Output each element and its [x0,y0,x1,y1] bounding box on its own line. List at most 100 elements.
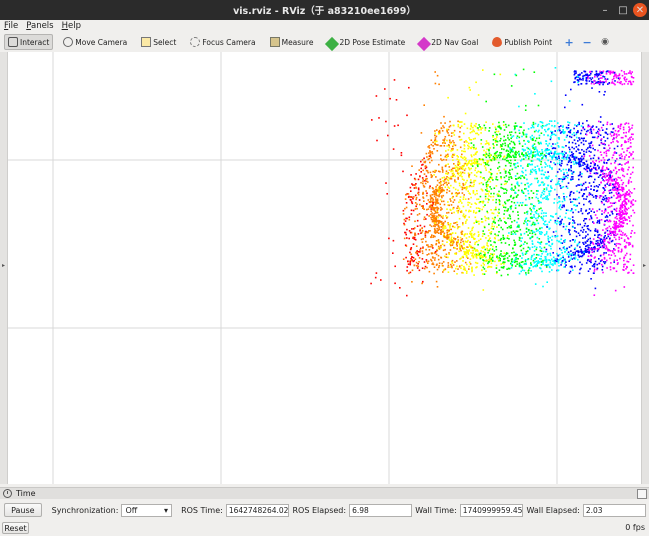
point [487,218,490,220]
point [547,237,549,240]
point [557,145,560,147]
point [625,241,628,244]
point [436,194,438,197]
point [422,246,424,249]
point [632,133,634,136]
wall-elapsed-field[interactable]: 2.03 [582,503,646,517]
point [551,147,554,150]
point [613,162,616,164]
point [498,203,501,206]
point [576,198,578,201]
point [495,130,498,133]
minimize-icon[interactable]: – [602,4,608,16]
point [478,210,480,213]
point [562,125,564,127]
publish-point-tool[interactable]: Publish Point [488,34,556,50]
move-camera-tool[interactable]: Move Camera [59,34,131,50]
point [572,222,574,224]
point [445,170,448,172]
ros-elapsed-field[interactable]: 6.98 [349,503,413,517]
point [478,223,480,225]
point [609,72,611,74]
point [583,203,585,206]
point [513,164,516,167]
point [563,240,566,243]
point [411,228,413,230]
point [561,218,563,221]
remove-tool-icon[interactable]: − [582,35,592,49]
point [421,267,424,269]
wall-time-field[interactable]: 1740999959.45 [459,503,524,517]
point [474,216,477,219]
point [404,244,407,246]
point [472,138,475,140]
point [565,152,567,154]
add-tool-icon[interactable]: + [564,35,574,49]
menu-help[interactable]: Help [62,21,81,31]
point [443,225,445,227]
menu-file[interactable]: File [4,21,18,31]
point [454,238,457,240]
point [575,185,578,187]
point [545,152,548,154]
point [590,255,593,257]
point [630,145,632,148]
menu-panels[interactable]: Panels [26,21,53,31]
pose-estimate-tool[interactable]: 2D Pose Estimate [323,34,409,51]
measure-tool[interactable]: Measure [266,34,318,50]
point [551,124,553,127]
nav-goal-tool[interactable]: 2D Nav Goal [415,34,482,51]
point [561,162,563,165]
left-dock-handle[interactable]: ▸ [0,52,8,484]
point [435,218,438,221]
reset-button[interactable]: Reset [2,522,29,534]
point [565,264,567,266]
point [522,167,524,169]
select-tool[interactable]: Select [137,34,180,50]
point [453,222,455,224]
point [596,243,598,245]
maximize-icon[interactable]: □ [618,4,628,16]
point [490,232,492,235]
point [434,143,436,146]
point [504,188,507,190]
point [606,201,609,203]
render-viewport[interactable] [8,52,641,484]
ros-time-field[interactable]: 1642748264.02 [225,503,290,517]
point [435,231,437,234]
point [625,192,627,195]
point [440,122,442,124]
pause-button[interactable]: Pause [4,503,42,517]
point [531,145,534,148]
point [570,254,573,257]
focus-camera-tool[interactable]: Focus Camera [186,34,259,50]
point [616,193,618,195]
point [500,155,502,158]
right-dock-handle[interactable]: ▸ [641,52,649,484]
point [483,124,486,127]
point [503,258,505,260]
interact-tool[interactable]: Interact [4,34,54,50]
point [605,73,608,75]
point [458,163,461,166]
eye-icon[interactable]: ◉ [601,37,609,47]
point [452,153,454,156]
point [603,262,606,265]
point [624,233,627,235]
sync-select[interactable]: Off ▾ [121,503,173,517]
point [587,74,589,77]
point [558,197,561,199]
point [565,212,567,215]
point [586,164,589,167]
close-icon[interactable]: ✕ [633,3,647,17]
point [565,185,568,188]
point [438,132,441,134]
viewport-canvas[interactable] [8,52,641,484]
panel-close-icon[interactable] [637,489,647,499]
point [618,78,621,81]
point [591,265,594,267]
point [516,135,519,137]
point [581,72,583,74]
point [587,129,589,132]
point [540,160,543,163]
